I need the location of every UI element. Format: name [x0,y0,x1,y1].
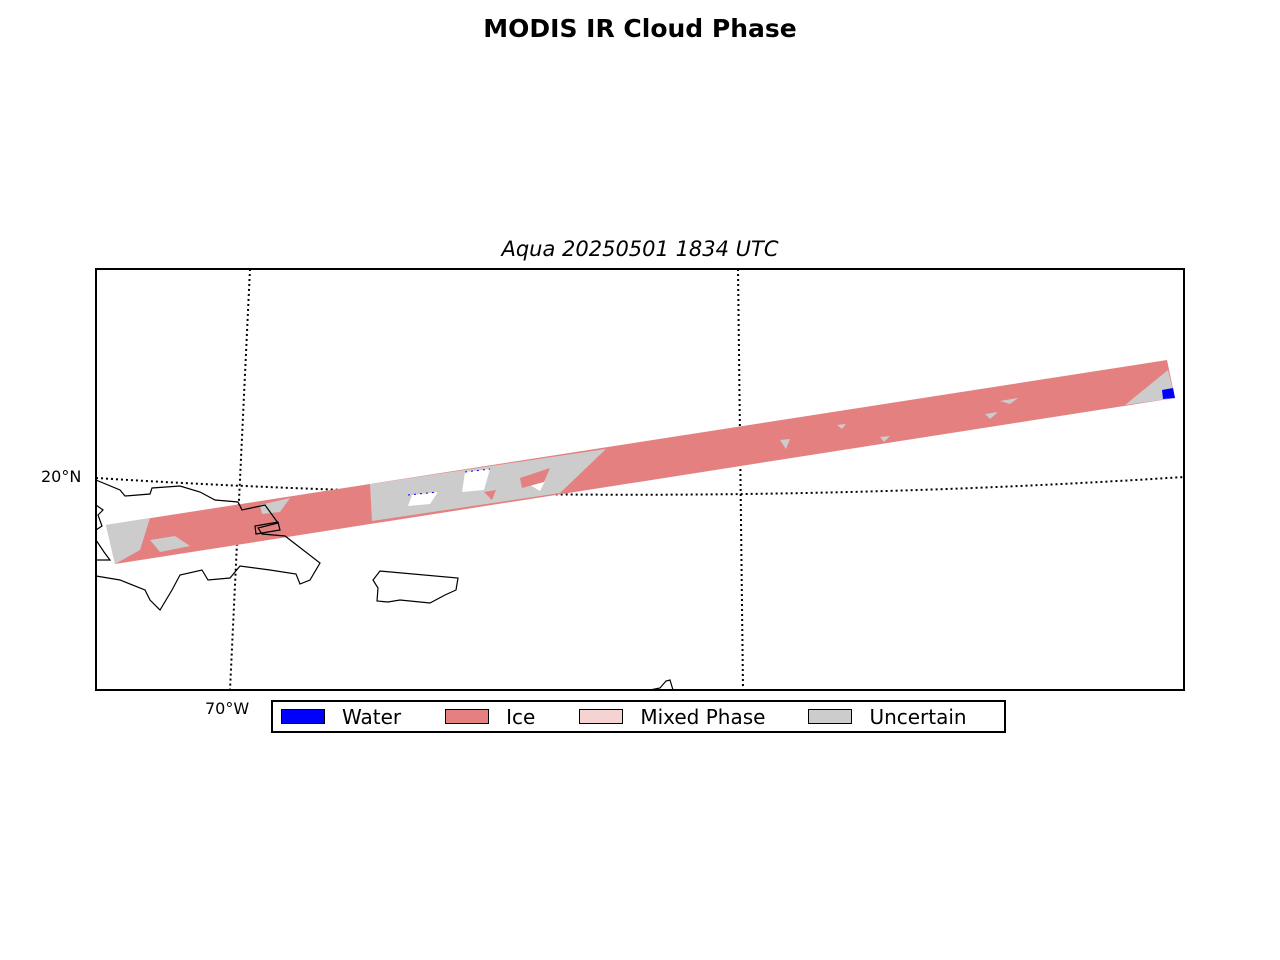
swath-uncertain-west [106,518,150,564]
map-frame [95,268,1185,691]
chart-title: MODIS IR Cloud Phase [483,14,797,43]
legend-label-water: Water [342,704,402,729]
coastline-puerto-rico [372,570,459,604]
legend-item-ice: Ice [445,705,535,729]
ice-patch [520,468,550,488]
clear-area [462,469,490,492]
parallel-20n [96,476,1184,496]
legend-swatch-ice [445,709,490,724]
meridian-60w [737,269,744,690]
cloud-patch [985,412,998,419]
coastline-tortuga [254,521,281,535]
cloud-patch [837,424,846,429]
lat-label-20n: 20°N [41,467,82,486]
swath-uncertain-east [1125,370,1175,405]
legend-label-uncertain: Uncertain [869,704,967,729]
swath-ice [106,360,1175,564]
cloud-patch [780,439,790,449]
cloud-patch [880,436,890,442]
cloud-patch [150,536,190,552]
clear-area [530,481,545,491]
legend-item-mixed-phase: Mixed Phase [579,705,765,729]
chart-subtitle: Aqua 20250501 1834 UTC [501,237,779,261]
legend-swatch-uncertain [808,709,853,724]
legend: Water Ice Mixed Phase Uncertain [271,700,1006,733]
meridian-70w [229,269,251,690]
ice-patch [484,490,496,500]
clear-area [408,492,438,506]
legend-item-water: Water [281,705,401,729]
legend-label-ice: Ice [506,704,536,729]
coastline-virgin-islands [649,679,674,690]
cloud-patch [260,498,290,514]
cloud-patch [1000,398,1018,404]
legend-item-uncertain: Uncertain [808,704,967,729]
legend-swatch-mixed-phase [579,709,624,724]
lon-label-70w: 70°W [205,699,250,718]
legend-swatch-water [281,709,325,724]
legend-label-mixed-phase: Mixed Phase [640,704,766,729]
coastline-hispaniola-north [96,504,112,561]
coastline-hispaniola [96,479,321,611]
water-area [1162,388,1175,399]
water-edge [407,468,491,496]
